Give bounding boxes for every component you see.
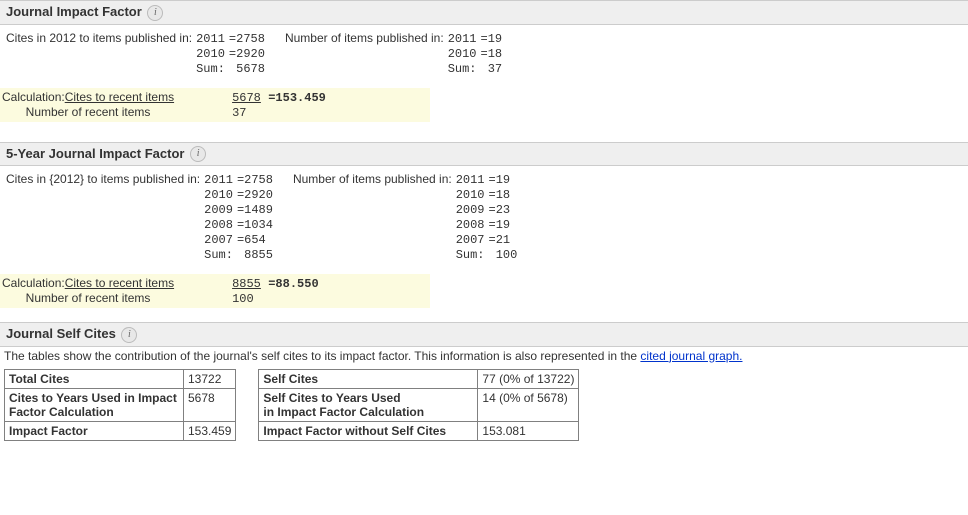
selfcites-desc: The tables show the contribution of the … xyxy=(0,347,968,369)
jif-cites-year-1: 2010 xyxy=(196,47,225,61)
selfcites-left-table: Total Cites 13722 Cites to Years Used in… xyxy=(4,369,236,441)
jif-items-year-1: 2010 xyxy=(448,47,477,61)
jif5-cites-val-0: =2758 xyxy=(237,173,273,187)
jif5-cites-year-3: 2008 xyxy=(204,218,233,232)
selfcites-tables: Total Cites 13722 Cites to Years Used in… xyxy=(0,369,968,441)
cell-value: 77 (0% of 13722) xyxy=(478,369,579,388)
info-icon[interactable]: i xyxy=(121,327,137,343)
cell-label: Self Cites to Years Usedin Impact Factor… xyxy=(259,388,478,421)
jif5-cites-val-4: =654 xyxy=(237,233,266,247)
jif-cites-val-1: =2920 xyxy=(229,47,265,61)
jif-cites-val-0: =2758 xyxy=(229,32,265,46)
jif-items-sum: 37 xyxy=(481,62,503,76)
jif5-items-year-1: 2010 xyxy=(456,188,485,202)
cell-value: 14 (0% of 5678) xyxy=(478,388,579,421)
jif5-items-year-3: 2008 xyxy=(456,218,485,232)
jif5-cites-val-1: =2920 xyxy=(237,188,273,202)
jif-calc: Calculation:Cites to recent items 5678 =… xyxy=(0,88,430,122)
jif5-cites-year-0: 2011 xyxy=(204,173,233,187)
selfcites-title: Journal Self Cites xyxy=(6,326,116,341)
cell-label: Impact Factor xyxy=(5,421,184,440)
jif-calc-label: Calculation: xyxy=(2,90,65,104)
jif5-items-year-0: 2011 xyxy=(456,173,485,187)
jif-data-table: Cites in 2012 to items published in: 201… xyxy=(4,31,504,76)
jif-header: Journal Impact Factor i xyxy=(0,0,968,25)
jif5-cites-sum: 8855 xyxy=(237,248,273,262)
jif5-calc-label: Calculation: xyxy=(2,276,65,290)
jif5-items-year-4: 2007 xyxy=(456,233,485,247)
selfcites-header: Journal Self Cites i xyxy=(0,322,968,347)
selfcites-desc-text: The tables show the contribution of the … xyxy=(4,349,640,363)
jif-calc-result: =153.459 xyxy=(268,91,326,105)
jif-items-val-1: =18 xyxy=(481,47,503,61)
jif5-calc-num-label: Cites to recent items xyxy=(65,276,174,290)
jif-content: Cites in 2012 to items published in: 201… xyxy=(0,25,968,88)
cell-value: 13722 xyxy=(184,369,236,388)
jif5-cites-year-4: 2007 xyxy=(204,233,233,247)
jif-cites-label: Cites in 2012 to items published in: xyxy=(4,31,194,46)
jif5-title: 5-Year Journal Impact Factor xyxy=(6,146,184,161)
jif-cites-sum-label: Sum: xyxy=(196,62,225,76)
jif-cites-year-0: 2011 xyxy=(196,32,225,46)
jif5-header: 5-Year Journal Impact Factor i xyxy=(0,142,968,167)
jif-cites-sum: 5678 xyxy=(229,62,265,76)
info-icon[interactable]: i xyxy=(190,146,206,162)
table-row: Total Cites 13722 xyxy=(5,369,236,388)
jif5-cites-year-1: 2010 xyxy=(204,188,233,202)
cell-label: Impact Factor without Self Cites xyxy=(259,421,478,440)
cited-journal-graph-link[interactable]: cited journal graph. xyxy=(640,349,742,363)
selfcites-right-table: Self Cites 77 (0% of 13722) Self Cites t… xyxy=(258,369,579,441)
info-icon[interactable]: i xyxy=(147,5,163,21)
cell-value: 5678 xyxy=(184,388,236,421)
jif5-items-label: Number of items published in: xyxy=(291,172,454,187)
jif5-items-val-4: =21 xyxy=(489,233,511,247)
jif5-items-year-2: 2009 xyxy=(456,203,485,217)
jif5-items-val-0: =19 xyxy=(489,173,511,187)
jif5-calc-den: 100 xyxy=(232,292,254,306)
cell-label: Self Cites xyxy=(259,369,478,388)
cell-value: 153.459 xyxy=(184,421,236,440)
jif5-items-val-3: =19 xyxy=(489,218,511,232)
jif5-calc: Calculation:Cites to recent items 8855 =… xyxy=(0,274,430,308)
jif-calc-num: 5678 xyxy=(232,91,261,105)
jif-calc-num-label: Cites to recent items xyxy=(65,90,174,104)
jif5-cites-label: Cites in {2012} to items published in: xyxy=(4,172,202,187)
jif-items-sum-label: Sum: xyxy=(448,62,477,76)
jif5-data-table: Cites in {2012} to items published in: 2… xyxy=(4,172,519,262)
jif5-items-val-2: =23 xyxy=(489,203,511,217)
table-row: Self Cites 77 (0% of 13722) xyxy=(259,369,579,388)
jif-title: Journal Impact Factor xyxy=(6,4,142,19)
jif5-cites-val-2: =1489 xyxy=(237,203,273,217)
jif-items-year-0: 2011 xyxy=(448,32,477,46)
jif5-items-sum: 100 xyxy=(489,248,518,262)
jif5-items-val-1: =18 xyxy=(489,188,511,202)
table-row: Impact Factor 153.459 xyxy=(5,421,236,440)
jif-calc-den: 37 xyxy=(232,106,246,120)
jif-items-label: Number of items published in: xyxy=(283,31,446,46)
jif5-content: Cites in {2012} to items published in: 2… xyxy=(0,166,968,274)
jif5-cites-sum-label: Sum: xyxy=(204,248,233,262)
table-row: Impact Factor without Self Cites 153.081 xyxy=(259,421,579,440)
cell-label: Total Cites xyxy=(5,369,184,388)
cell-label: Cites to Years Used in Impact Factor Cal… xyxy=(5,388,184,421)
jif-items-val-0: =19 xyxy=(481,32,503,46)
jif5-calc-result: =88.550 xyxy=(268,277,318,291)
jif-calc-den-label: Number of recent items xyxy=(26,105,151,119)
jif5-cites-year-2: 2009 xyxy=(204,203,233,217)
jif5-calc-num: 8855 xyxy=(232,277,261,291)
jif5-cites-val-3: =1034 xyxy=(237,218,273,232)
table-row: Self Cites to Years Usedin Impact Factor… xyxy=(259,388,579,421)
table-row: Cites to Years Used in Impact Factor Cal… xyxy=(5,388,236,421)
jif5-calc-den-label: Number of recent items xyxy=(26,291,151,305)
jif5-items-sum-label: Sum: xyxy=(456,248,485,262)
cell-value: 153.081 xyxy=(478,421,579,440)
